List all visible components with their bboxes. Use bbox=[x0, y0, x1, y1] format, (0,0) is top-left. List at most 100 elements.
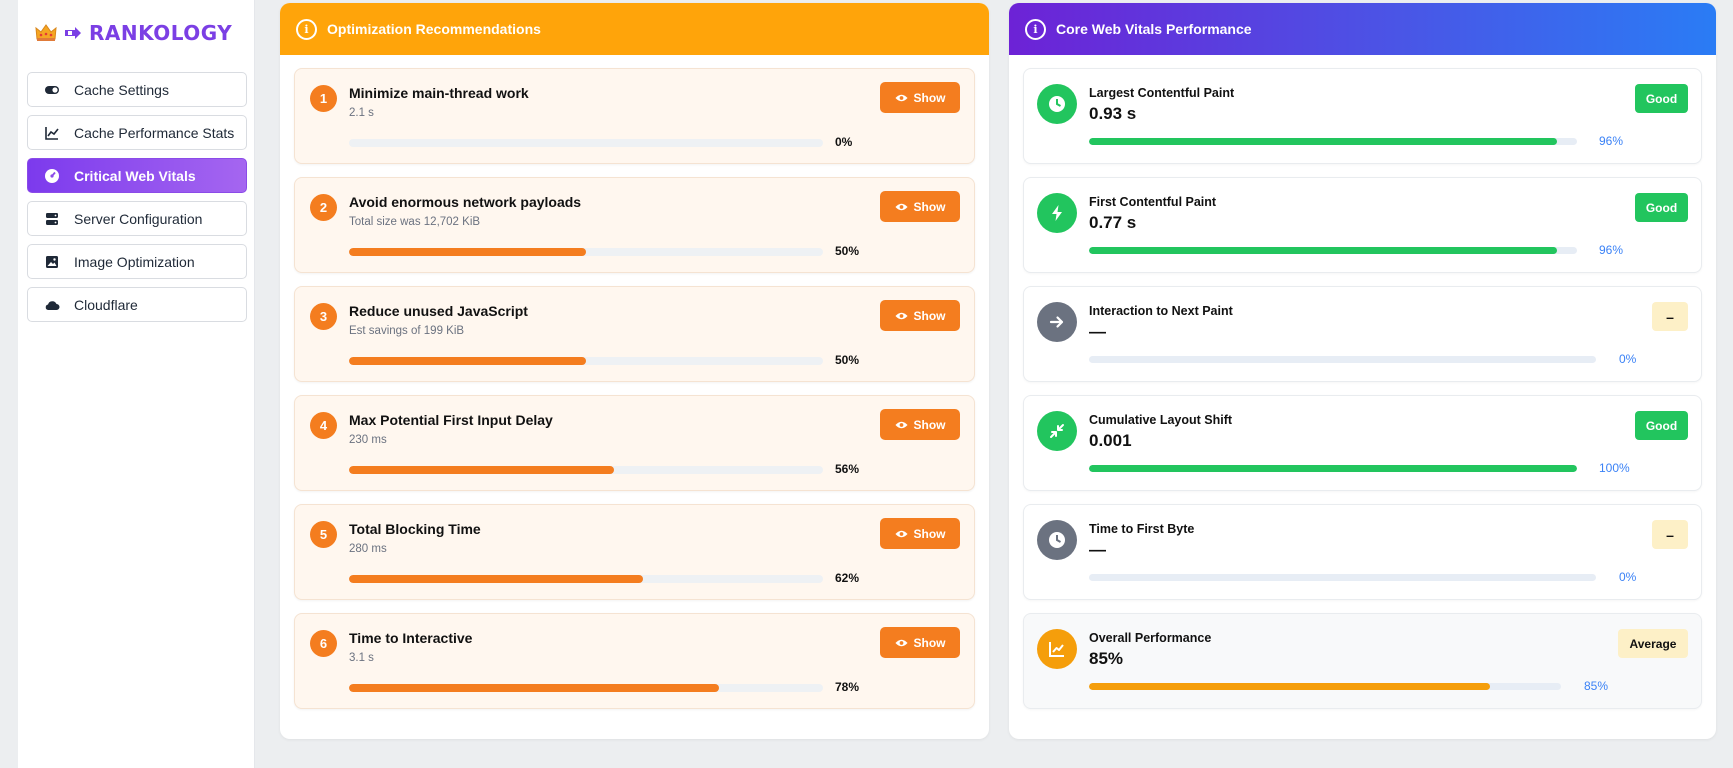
recommendation-subtitle: 2.1 s bbox=[349, 107, 374, 119]
vital-progress-track bbox=[1089, 465, 1577, 472]
vital-name: Overall Performance bbox=[1089, 631, 1212, 645]
show-button[interactable]: Show bbox=[880, 409, 960, 440]
sidebar-item-critical-web-vitals[interactable]: Critical Web Vitals bbox=[27, 158, 247, 193]
server-icon bbox=[44, 211, 60, 227]
vital-value: — bbox=[1089, 540, 1106, 559]
show-button-label: Show bbox=[913, 308, 946, 323]
vital-percent: 100% bbox=[1599, 461, 1630, 475]
logo-mark-icon bbox=[65, 27, 81, 39]
recommendation-subtitle: 230 ms bbox=[349, 434, 387, 446]
status-badge: Good bbox=[1635, 84, 1688, 113]
vital-card-lcp: Largest Contentful Paint 0.93 s 96% Good bbox=[1023, 68, 1702, 164]
sidebar-item-label: Server Configuration bbox=[74, 210, 203, 227]
sidebar-item-cache-performance-stats[interactable]: Cache Performance Stats bbox=[27, 115, 247, 150]
sidebar-item-image-optimization[interactable]: Image Optimization bbox=[27, 244, 247, 279]
recommendation-subtitle: 3.1 s bbox=[349, 652, 374, 664]
eye-icon bbox=[894, 312, 908, 319]
recommendation-percent: 78% bbox=[835, 680, 860, 694]
eye-icon bbox=[894, 94, 908, 101]
eye-icon bbox=[894, 203, 908, 210]
trend-chart-icon bbox=[1037, 629, 1077, 669]
recommendation-card: 4 Max Potential First Input Delay 230 ms… bbox=[294, 395, 975, 491]
sidebar-item-label: Critical Web Vitals bbox=[74, 167, 196, 184]
sidebar-item-label: Cloudflare bbox=[74, 296, 138, 313]
vital-name: First Contentful Paint bbox=[1089, 195, 1217, 209]
recommendation-card: 5 Total Blocking Time 280 ms 62% Show bbox=[294, 504, 975, 600]
show-button[interactable]: Show bbox=[880, 191, 960, 222]
vital-name: Largest Contentful Paint bbox=[1089, 86, 1235, 100]
vital-progress-fill bbox=[1089, 465, 1577, 472]
recommendation-card: 2 Avoid enormous network payloads Total … bbox=[294, 177, 975, 273]
status-badge: – bbox=[1652, 520, 1688, 549]
brand-logo[interactable]: RANKOLOGY bbox=[35, 20, 232, 46]
vital-card-fcp: First Contentful Paint 0.77 s 96% Good bbox=[1023, 177, 1702, 273]
recommendation-percent: 0% bbox=[835, 135, 853, 149]
eye-icon bbox=[894, 639, 908, 646]
recommendation-progress-track bbox=[349, 248, 823, 256]
vitals-panel: i Core Web Vitals Performance Largest Co… bbox=[1009, 3, 1716, 739]
show-button-label: Show bbox=[913, 526, 946, 541]
vital-name: Time to First Byte bbox=[1089, 522, 1195, 536]
vital-name: Interaction to Next Paint bbox=[1089, 304, 1233, 318]
vital-card-ttfb: Time to First Byte — 0% – bbox=[1023, 504, 1702, 600]
info-icon: i bbox=[1025, 18, 1046, 40]
recommendation-progress-fill bbox=[349, 575, 643, 583]
sidebar-item-label: Image Optimization bbox=[74, 253, 195, 270]
recommendation-title: Total Blocking Time bbox=[349, 521, 481, 537]
recommendation-progress-fill bbox=[349, 466, 615, 474]
recommendations-panel: i Optimization Recommendations 1 Minimiz… bbox=[280, 3, 989, 739]
bolt-icon bbox=[1037, 193, 1077, 233]
vital-value: 0.93 s bbox=[1089, 104, 1137, 123]
line-chart-icon bbox=[44, 125, 60, 141]
clock-icon bbox=[1037, 520, 1077, 560]
vital-percent: 85% bbox=[1584, 679, 1609, 693]
sidebar: RANKOLOGY Cache Settings Cache Performan… bbox=[18, 0, 255, 768]
show-button[interactable]: Show bbox=[880, 518, 960, 549]
recommendation-progress-track bbox=[349, 575, 823, 583]
recommendation-number: 3 bbox=[310, 303, 337, 330]
status-badge: Good bbox=[1635, 411, 1688, 440]
crown-icon bbox=[35, 24, 57, 41]
arrow-right-icon bbox=[1037, 302, 1077, 342]
recommendation-progress-track bbox=[349, 466, 823, 474]
sidebar-item-cloudflare[interactable]: Cloudflare bbox=[27, 287, 247, 322]
vital-progress-track bbox=[1089, 574, 1596, 581]
gauge-icon bbox=[44, 168, 60, 184]
show-button[interactable]: Show bbox=[880, 300, 960, 331]
recommendation-card: 3 Reduce unused JavaScript Est savings o… bbox=[294, 286, 975, 382]
cloud-icon bbox=[44, 297, 60, 313]
toggle-icon bbox=[44, 82, 60, 98]
recommendation-card: 1 Minimize main-thread work 2.1 s 0% Sho… bbox=[294, 68, 975, 164]
recommendation-number: 1 bbox=[310, 85, 337, 112]
vital-progress-track bbox=[1089, 138, 1577, 145]
clock-icon bbox=[1037, 84, 1077, 124]
status-badge: – bbox=[1652, 302, 1688, 331]
vital-progress-fill bbox=[1089, 138, 1558, 145]
vital-card-overall: Overall Performance 85% 85% Average bbox=[1023, 613, 1702, 709]
recommendation-percent: 50% bbox=[835, 244, 860, 258]
vital-name: Cumulative Layout Shift bbox=[1089, 413, 1233, 427]
sidebar-nav: Cache Settings Cache Performance Stats C… bbox=[27, 72, 247, 330]
recommendation-percent: 62% bbox=[835, 571, 860, 585]
recommendation-subtitle: Est savings of 199 KiB bbox=[349, 325, 465, 337]
brand-name: RANKOLOGY bbox=[89, 21, 233, 45]
vital-percent: 0% bbox=[1619, 352, 1637, 366]
recommendation-progress-fill bbox=[349, 684, 719, 692]
show-button-label: Show bbox=[913, 417, 946, 432]
recommendation-subtitle: Total size was 12,702 KiB bbox=[349, 216, 481, 228]
recommendation-progress-fill bbox=[349, 357, 586, 365]
image-icon bbox=[44, 254, 60, 270]
sidebar-item-server-configuration[interactable]: Server Configuration bbox=[27, 201, 247, 236]
sidebar-item-label: Cache Performance Stats bbox=[74, 124, 235, 141]
show-button[interactable]: Show bbox=[880, 627, 960, 658]
status-badge: Good bbox=[1635, 193, 1688, 222]
show-button[interactable]: Show bbox=[880, 82, 960, 113]
eye-icon bbox=[894, 421, 908, 428]
vital-percent: 0% bbox=[1619, 570, 1637, 584]
vitals-header: i Core Web Vitals Performance bbox=[1009, 3, 1716, 55]
info-icon: i bbox=[296, 18, 317, 40]
recommendation-title: Max Potential First Input Delay bbox=[349, 412, 553, 428]
show-button-label: Show bbox=[913, 90, 946, 105]
vital-value: — bbox=[1089, 322, 1106, 341]
sidebar-item-cache-settings[interactable]: Cache Settings bbox=[27, 72, 247, 107]
